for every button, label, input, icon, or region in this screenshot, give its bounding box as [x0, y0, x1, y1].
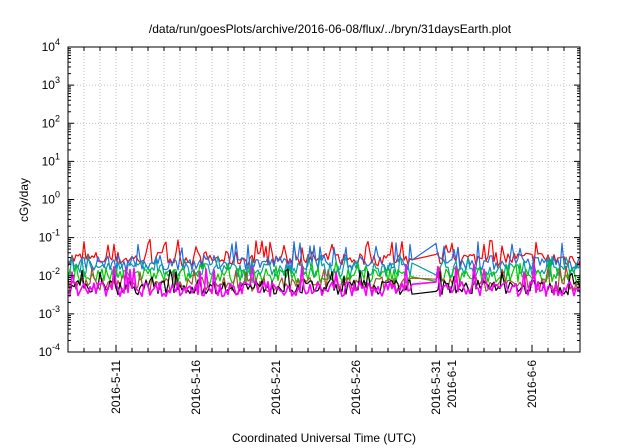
x-tick-label: 2016-6-6 [525, 360, 539, 408]
chart-title: /data/run/goesPlots/archive/2016-06-08/f… [149, 22, 512, 36]
series-line [67, 260, 581, 284]
x-tick-label: 2016-5-16 [189, 360, 203, 415]
y-tick-label: 10-3 [39, 304, 60, 321]
y-tick-label: 10-2 [39, 266, 60, 283]
series-line [67, 263, 581, 298]
x-tick-label: 2016-5-26 [349, 360, 363, 415]
grid [68, 47, 580, 352]
y-tick-label: 10-1 [39, 228, 60, 245]
x-tick-label: 2016-6-1 [445, 360, 459, 408]
x-axis-label: Coordinated Universal Time (UTC) [232, 431, 416, 445]
y-tick-label: 102 [42, 113, 60, 130]
series-group [67, 238, 581, 298]
x-axis: 2016-5-11 2016-5-16 2016-5-21 2016-5-26 2016… [83, 47, 565, 415]
y-tick-label: 101 [42, 151, 60, 168]
plot-frame [67, 46, 581, 353]
y-tick-label: 104 [42, 37, 60, 54]
x-tick-label: 2016-5-11 [109, 360, 123, 414]
series-line [67, 268, 581, 296]
x-tick-label: 2016-5-21 [269, 360, 283, 415]
y-tick-label: 103 [42, 75, 60, 92]
y-tick-label: 10-4 [39, 342, 60, 359]
y-axis-label: cGy/day [17, 178, 31, 222]
x-tick-label: 2016-5-31 [429, 360, 443, 415]
y-tick-label: 100 [42, 190, 60, 207]
